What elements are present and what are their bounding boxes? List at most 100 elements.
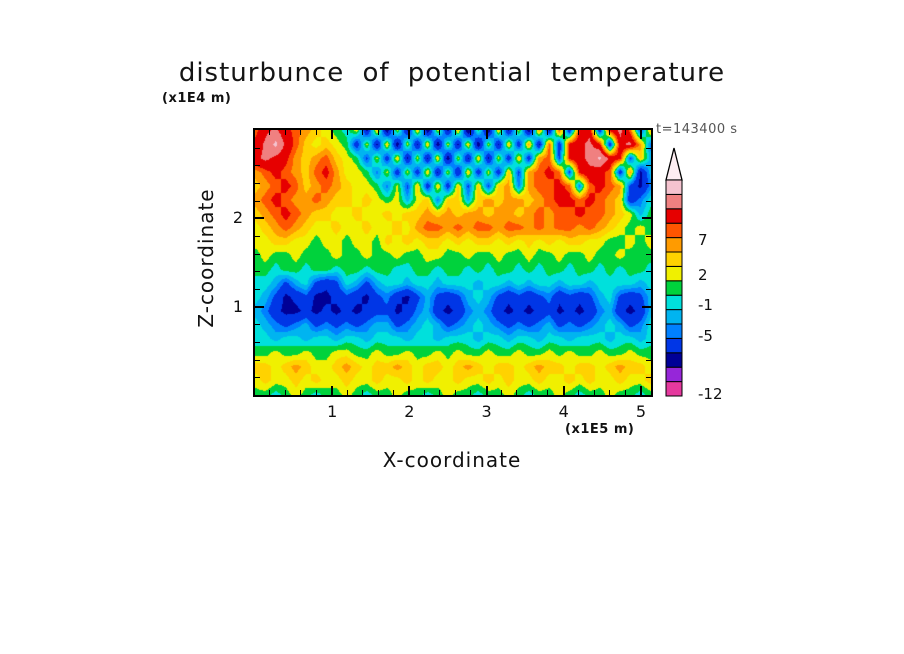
y-minor-tick (255, 289, 260, 290)
x-minor-tick (470, 390, 472, 395)
y-major-tick (642, 305, 651, 308)
x-minor-tick (547, 130, 549, 135)
y-minor-tick (646, 342, 651, 343)
x-tick-label: 3 (481, 402, 492, 421)
y-tick-label: 2 (232, 208, 243, 228)
x-minor-tick (578, 390, 580, 395)
x-minor-tick (392, 390, 394, 395)
x-minor-tick (269, 130, 271, 135)
x-tick-label: 5 (635, 402, 647, 421)
colorbar-segment (665, 309, 683, 325)
y-major-tick (255, 217, 264, 220)
x-minor-tick (516, 390, 518, 395)
colorbar-segment (665, 251, 683, 267)
x-minor-tick (315, 390, 317, 395)
x-major-tick (331, 386, 334, 395)
y-minor-tick (255, 342, 260, 343)
x-minor-tick (593, 390, 595, 395)
y-minor-tick (255, 359, 260, 361)
colorbar-segment (665, 294, 683, 311)
x-minor-tick (315, 130, 317, 135)
x-minor-tick (300, 130, 302, 135)
x-major-tick (408, 130, 411, 139)
colorbar-segment (665, 381, 683, 397)
plot-area (253, 128, 653, 397)
y-minor-tick (646, 289, 651, 290)
x-minor-tick (423, 390, 425, 395)
x-tick-label: 4 (558, 402, 569, 421)
x-minor-tick (392, 130, 394, 135)
y-minor-tick (255, 324, 260, 326)
colorbar (665, 147, 683, 397)
colorbar-segment (665, 237, 683, 253)
colorbar-label: -5 (698, 326, 713, 345)
y-minor-tick (646, 200, 651, 202)
x-minor-tick (593, 130, 595, 135)
x-minor-tick (624, 130, 626, 135)
x-minor-tick (454, 130, 456, 135)
x-minor-tick (578, 130, 580, 135)
x-axis-title: X-coordinate (382, 448, 522, 472)
x-minor-tick (547, 390, 549, 395)
x-major-tick (485, 386, 488, 395)
x-minor-tick (439, 390, 441, 395)
y-minor-tick (646, 183, 651, 184)
y-minor-tick (646, 359, 651, 361)
colorbar-segment (665, 337, 683, 354)
colorbar-segment (665, 280, 683, 296)
colorbar-arrow (665, 147, 683, 181)
x-minor-tick (516, 130, 518, 135)
x-minor-tick (439, 130, 441, 135)
y-minor-tick (255, 147, 260, 149)
x-major-tick (408, 386, 411, 395)
colorbar-segment (665, 179, 683, 195)
colorbar-label: -1 (698, 296, 713, 315)
y-minor-tick (646, 324, 651, 326)
x-minor-tick (377, 390, 379, 395)
x-minor-tick (284, 130, 286, 135)
colorbar-segment (665, 323, 683, 339)
x-minor-tick (531, 130, 533, 135)
chart-title: disturbunce of potential temperature (178, 58, 726, 88)
y-minor-tick (255, 183, 260, 184)
y-minor-tick (646, 236, 651, 237)
y-minor-tick (255, 253, 260, 255)
y-minor-tick (646, 271, 651, 273)
x-tick-label: 1 (327, 402, 338, 421)
x-minor-tick (423, 130, 425, 135)
y-minor-tick (255, 271, 260, 273)
x-minor-tick (609, 130, 611, 135)
y-tick-label: 1 (232, 296, 243, 316)
x-major-tick (639, 130, 642, 139)
x-minor-tick (470, 130, 472, 135)
colorbar-segment (665, 193, 683, 210)
x-minor-tick (624, 390, 626, 395)
x-minor-tick (269, 390, 271, 395)
colorbar-label: 7 (698, 231, 708, 250)
y-minor-tick (255, 165, 260, 167)
y-minor-tick (646, 253, 651, 255)
x-minor-tick (377, 130, 379, 135)
x-minor-tick (284, 390, 286, 395)
x-minor-tick (362, 390, 364, 395)
colorbar-segment (665, 222, 683, 239)
x-minor-tick (300, 390, 302, 395)
y-major-tick (255, 305, 264, 308)
x-tick-label: 2 (404, 402, 415, 421)
time-annotation: t=143400 s (656, 122, 738, 137)
colorbar-label: -12 (698, 384, 723, 403)
x-minor-tick (454, 390, 456, 395)
colorbar-label: 2 (698, 266, 708, 285)
colorbar-segment (665, 352, 683, 368)
y-minor-tick (646, 165, 651, 167)
x-major-tick (331, 130, 334, 139)
y-minor-tick (646, 377, 651, 379)
x-major-tick (562, 130, 565, 139)
x-minor-tick (501, 130, 503, 135)
x-minor-tick (501, 390, 503, 395)
y-minor-tick (255, 200, 260, 202)
x-minor-tick (346, 130, 348, 135)
y-minor-tick (255, 236, 260, 237)
x-minor-tick (609, 390, 611, 395)
